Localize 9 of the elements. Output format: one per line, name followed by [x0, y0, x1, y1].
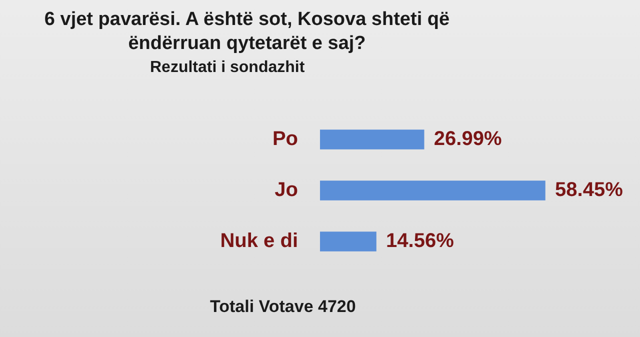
data-label: 14.56% [386, 230, 454, 252]
y-tick-label: Po [272, 128, 298, 150]
data-label: 58.45% [555, 179, 624, 202]
y-tick-label: Nuk e di [220, 230, 298, 252]
chart-title: 6 vjet pavarësi. A është sot, Kosova shteti që ëndërruan qytetarët e saj? [43, 8, 451, 56]
y-tick-label: Jo [274, 179, 298, 202]
text: Totali Votave 4720 [210, 297, 356, 317]
data-label: 26.99% [434, 128, 502, 150]
chart-subtitle: Rezultati i sondazhit [150, 59, 305, 77]
